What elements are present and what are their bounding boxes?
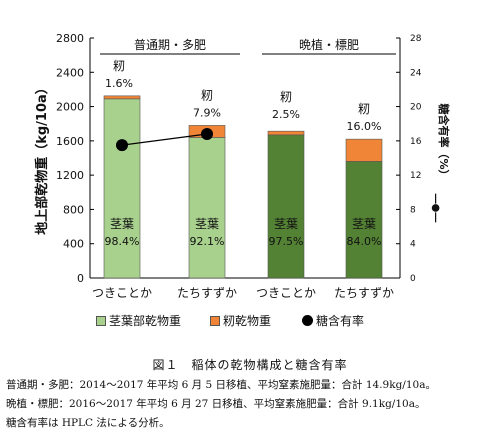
sugar-line — [121, 133, 208, 146]
panicle-percent-label: 1.6% — [105, 77, 133, 90]
x-tick-label: たちすずか — [177, 286, 237, 300]
legend-swatch-stem — [96, 315, 106, 326]
y-tick-label: 400 — [63, 238, 84, 251]
sugar-point — [116, 139, 128, 152]
group-label: 晩植・標肥 — [299, 37, 359, 52]
y-axis-title: 地上部乾物重（kg/10a） — [34, 81, 50, 235]
y-tick-label: 2800 — [56, 32, 84, 45]
y2-tick-label: 16 — [410, 137, 422, 147]
y2-tick-label: 12 — [410, 171, 421, 181]
y2-tick-label: 28 — [410, 34, 422, 44]
y-tick-label: 1600 — [56, 135, 84, 148]
bar-stem — [188, 137, 226, 279]
bar-panicle — [345, 138, 383, 162]
y2-tick-label: 0 — [410, 274, 416, 284]
panicle-label: 籾 — [113, 59, 125, 73]
panicle-label: 籾 — [358, 102, 370, 116]
legend-label-stem: 茎葉部乾物重 — [109, 314, 182, 328]
y-tick-label: 1200 — [56, 169, 84, 182]
stem-label: 茎葉 — [110, 217, 134, 231]
panicle-percent-label: 7.9% — [193, 106, 221, 119]
y2-axis-marker: ―●― — [430, 194, 441, 223]
panicle-label: 籾 — [201, 88, 213, 102]
y-tick-label: 2400 — [56, 66, 84, 79]
bar-panicle — [103, 95, 141, 100]
figure-notes: 普通期・多肥：2014～2017 年平均 6 月 5 日移植、平均窒素施肥量：合… — [6, 376, 496, 433]
stem-percent-label: 84.0% — [347, 235, 382, 248]
x-tick-label: つきことか — [256, 286, 316, 300]
stem-label: 茎葉 — [352, 217, 376, 231]
legend-label-sugar: 糖含有率 — [316, 314, 365, 328]
x-tick-label: たちすずか — [334, 286, 394, 300]
legend-label-panicle: 籾乾物重 — [223, 314, 272, 328]
stem-percent-label: 97.5% — [269, 235, 304, 248]
legend-item-panicle: 籾乾物重 — [210, 312, 271, 329]
bar-panicle — [267, 130, 305, 136]
note-line: 普通期・多肥：2014～2017 年平均 6 月 5 日移植、平均窒素施肥量：合… — [6, 379, 436, 391]
legend-item-sugar: 糖含有率 — [302, 312, 364, 329]
stem-label: 茎葉 — [195, 217, 219, 231]
y-tick-label: 2000 — [56, 101, 84, 114]
legend-dot-sugar — [302, 315, 313, 326]
panicle-percent-label: 2.5% — [272, 108, 300, 121]
panicle-label: 籾 — [280, 90, 292, 104]
y2-tick-label: 24 — [410, 68, 422, 78]
y-tick-label: 800 — [63, 203, 84, 216]
y2-tick-label: 4 — [410, 240, 416, 250]
note-line: 晩植・標肥：2016～2017 年平均 6 月 27 日移植、平均窒素施肥量：合… — [6, 398, 426, 410]
chart: 0 400 800 1200 1600 2000 2400 2800 0 4 8 12 16 20 24 28… — [34, 32, 451, 300]
y2-axis-title: 糖含有率（%） — [437, 103, 451, 180]
y-tick-label: 0 — [77, 272, 84, 285]
x-tick-label: つきことか — [92, 286, 152, 300]
stem-percent-label: 92.1% — [190, 235, 225, 248]
stem-percent-label: 98.4% — [105, 235, 140, 248]
bar-stem — [345, 161, 383, 279]
note-line: 糖含有率は HPLC 法による分析。 — [6, 417, 170, 429]
y2-tick-label: 20 — [410, 103, 422, 113]
figure-caption: 図１ 稲体の乾物構成と糖含有率 — [152, 358, 348, 372]
legend-swatch-panicle — [210, 315, 220, 326]
bar-stem — [103, 98, 141, 279]
sugar-point — [201, 128, 213, 140]
panicle-percent-label: 16.0% — [347, 120, 382, 133]
bar-stem — [267, 134, 305, 279]
legend: 茎葉部乾物重 籾乾物重 糖含有率 — [70, 312, 490, 332]
group-label: 普通期・多肥 — [134, 38, 206, 52]
legend-item-stem: 茎葉部乾物重 — [96, 312, 181, 329]
y2-tick-label: 8 — [410, 205, 416, 215]
stem-label: 茎葉 — [274, 217, 298, 231]
